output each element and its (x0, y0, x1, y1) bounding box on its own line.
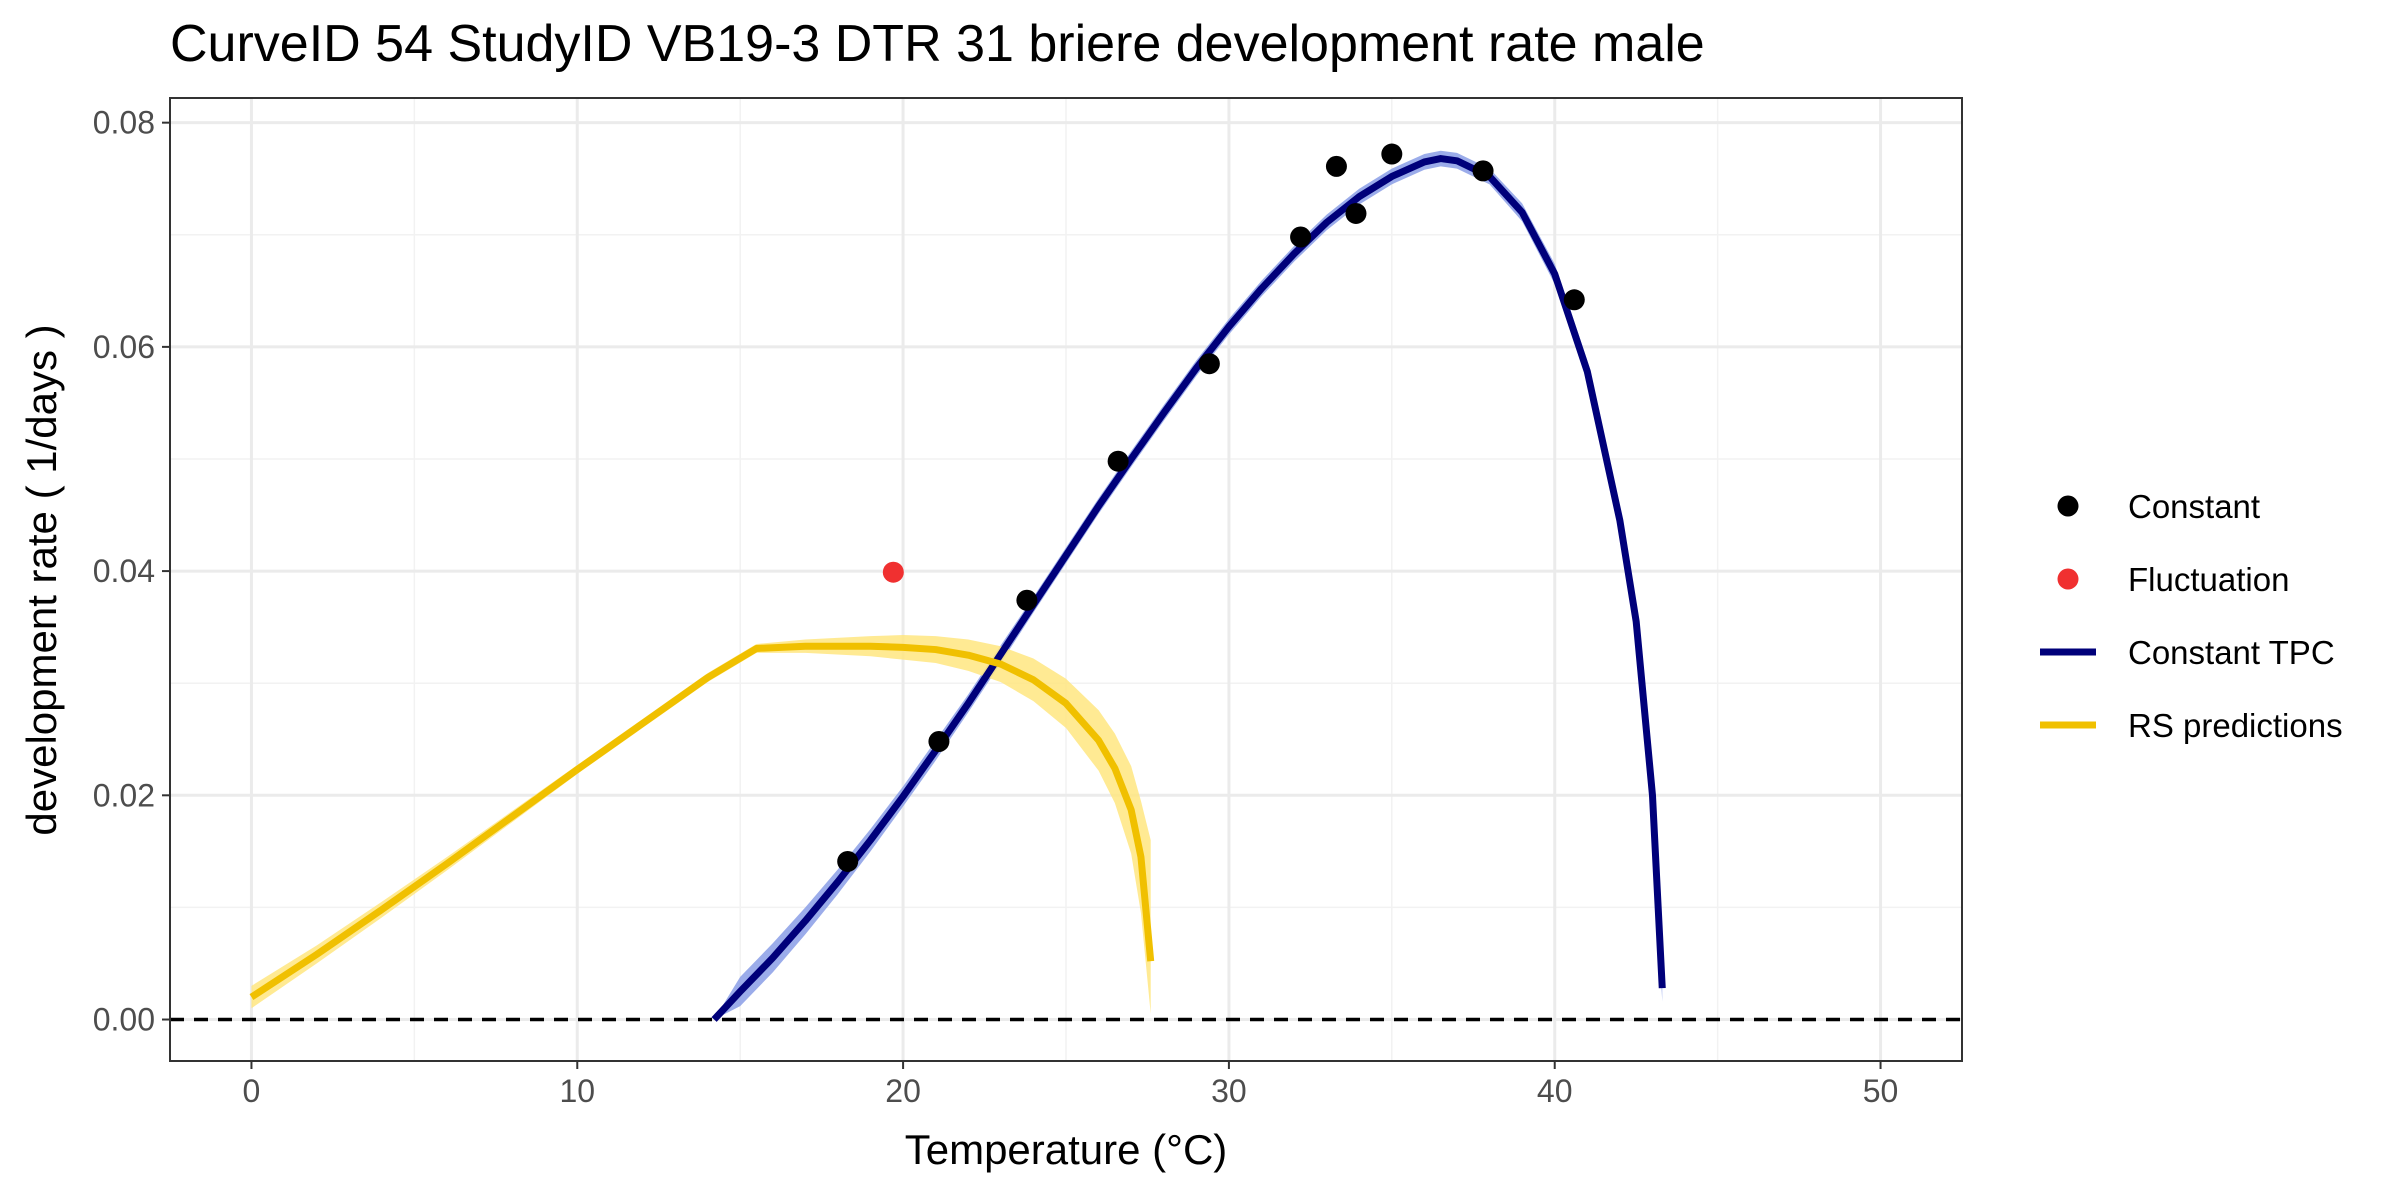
constant-point (1290, 226, 1312, 248)
legend-key-fluctuation (2057, 568, 2079, 590)
rs-predictions-line (249, 642, 1155, 1001)
x-axis-title: Temperature (°C) (905, 1126, 1228, 1173)
y-tick-label: 0.04 (93, 553, 155, 589)
constant-point (1345, 202, 1367, 224)
rs-predictions-band (251, 634, 1151, 1014)
constant-point (928, 730, 950, 752)
series-lines (249, 155, 1666, 1022)
legend-key-constant (2057, 495, 2079, 517)
constant-tpc-line (711, 155, 1666, 1022)
plot-panel-border (169, 97, 1963, 1062)
legend-label-rs-predictions: RS predictions (2128, 707, 2343, 744)
constant-point (1472, 160, 1494, 182)
constant-point (1198, 353, 1220, 375)
constant-point (1563, 289, 1585, 311)
x-tick-label: 10 (559, 1073, 595, 1109)
x-tick-label: 50 (1863, 1073, 1899, 1109)
fluctuation-point (882, 561, 904, 583)
constant-point (1325, 155, 1347, 177)
x-tick-label: 0 (243, 1073, 261, 1109)
legend: Constant Fluctuation Constant TPC RS predic… (2040, 488, 2343, 744)
legend-label-fluctuation: Fluctuation (2128, 561, 2289, 598)
data-points (837, 143, 1585, 872)
constant-point (1107, 450, 1129, 472)
confidence-bands (251, 150, 1663, 1020)
grid (170, 98, 1962, 1061)
legend-label-constant-tpc: Constant TPC (2128, 634, 2335, 671)
y-axis-title: development rate ( 1/days ) (18, 324, 65, 835)
y-tick-label: 0.06 (93, 329, 155, 365)
y-tick-label: 0.08 (93, 105, 155, 141)
axis-ticks: 0 10 20 30 40 50 0.00 0.02 0.04 0.06 0.08 (93, 105, 1899, 1109)
constant-point (1381, 143, 1403, 165)
x-tick-label: 40 (1537, 1073, 1573, 1109)
chart-title: CurveID 54 StudyID VB19-3 DTR 31 briere … (170, 15, 1705, 73)
constant-tpc-band (714, 150, 1663, 1020)
constant-point (837, 850, 859, 872)
y-tick-label: 0.02 (93, 777, 155, 813)
x-tick-label: 30 (1211, 1073, 1247, 1109)
x-tick-label: 20 (885, 1073, 921, 1109)
constant-point (1016, 589, 1038, 611)
legend-label-constant: Constant (2128, 488, 2260, 525)
y-tick-label: 0.00 (93, 1002, 155, 1038)
